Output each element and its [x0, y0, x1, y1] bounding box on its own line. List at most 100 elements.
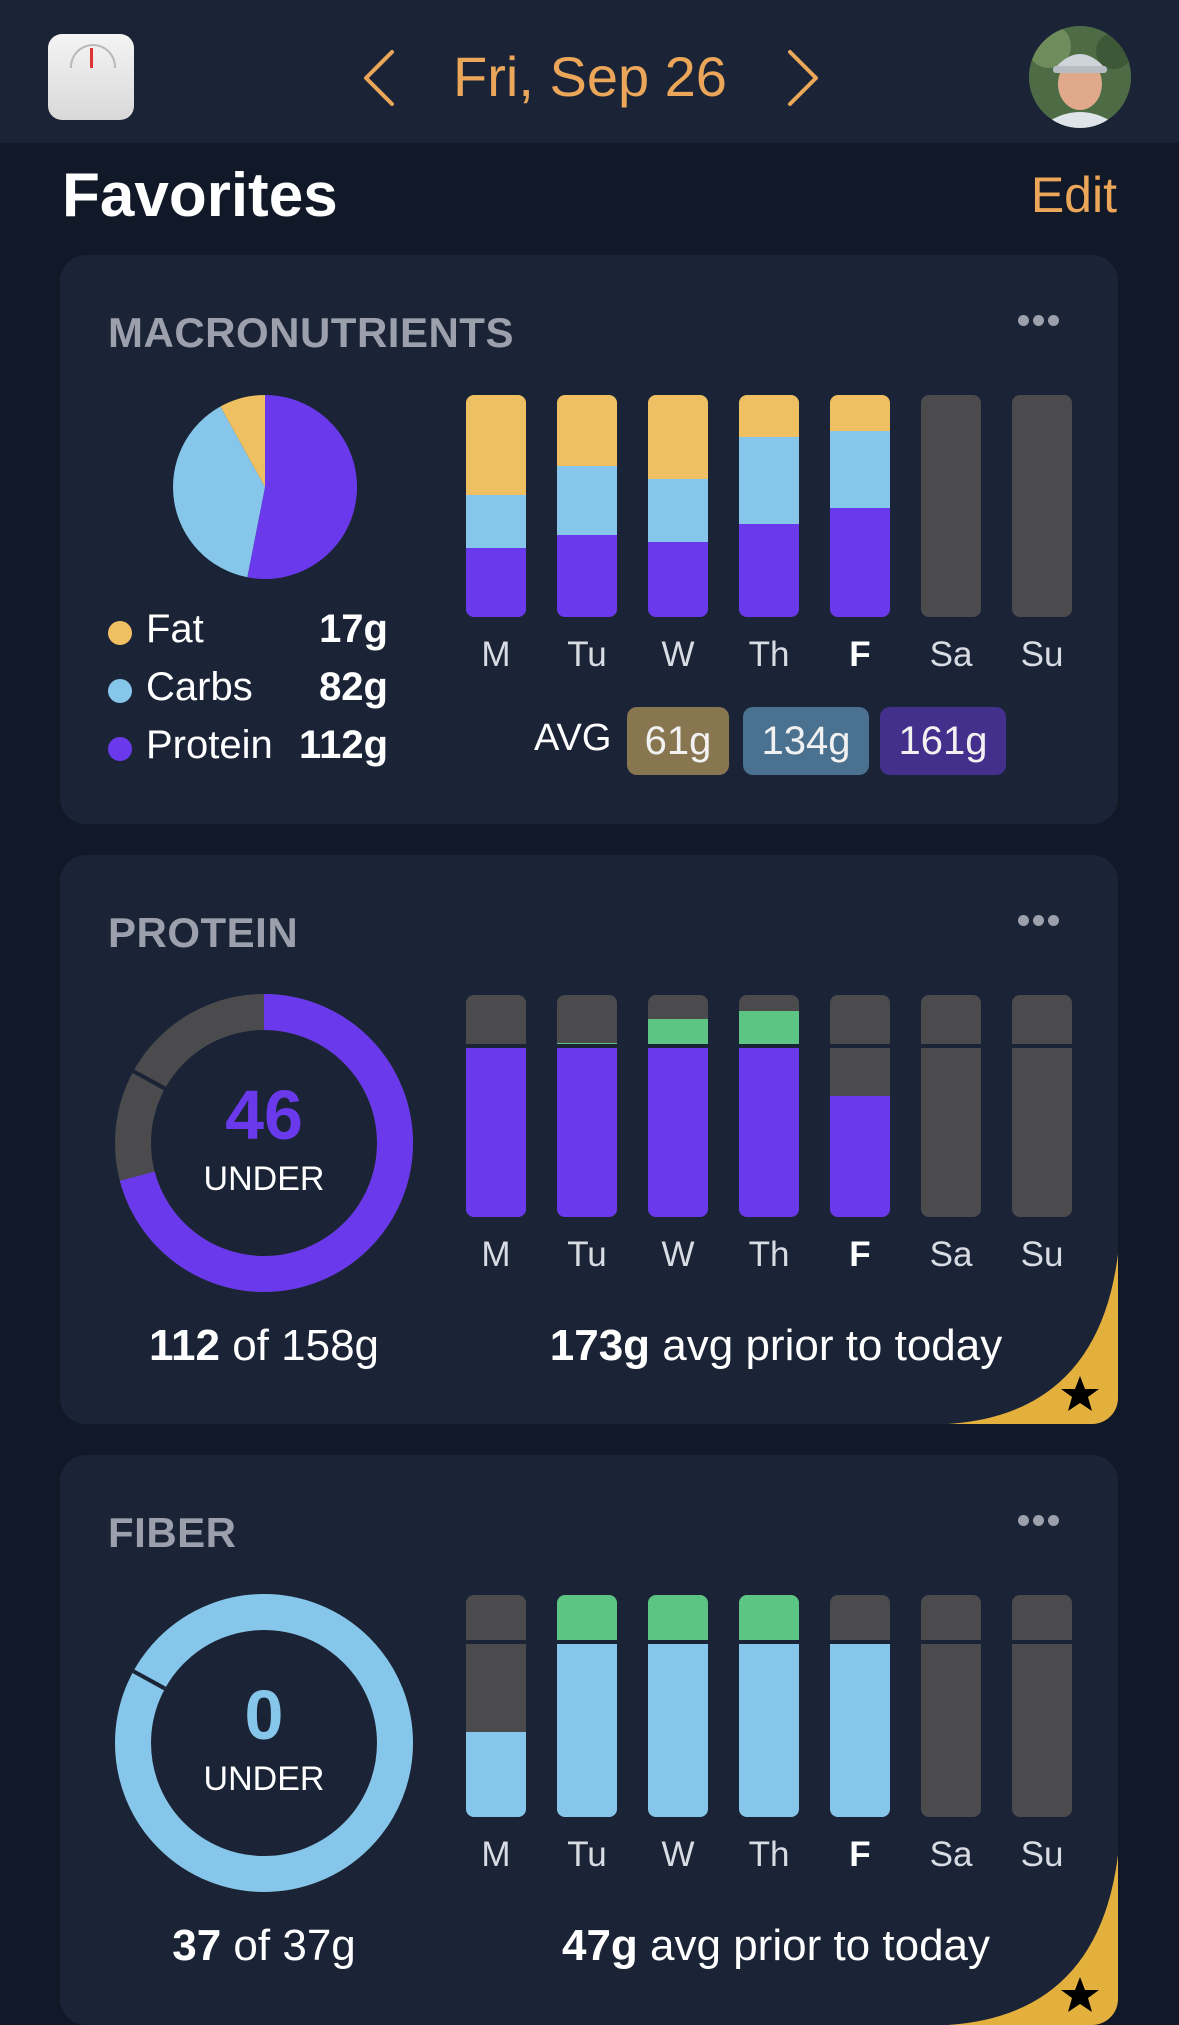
over-goal-segment: [648, 1595, 708, 1641]
bar-3[interactable]: [739, 995, 799, 1217]
bar-5[interactable]: [921, 995, 981, 1217]
bar-0[interactable]: [466, 1595, 526, 1817]
bar-2[interactable]: [648, 995, 708, 1217]
top-bar: Fri, Sep 26: [0, 0, 1179, 143]
day-label-sa: Sa: [929, 1235, 973, 1274]
day-label-tu: Tu: [567, 1235, 607, 1274]
fiber-card[interactable]: FIBER 0 UNDER M Tu W Th F Sa Su 37 of 37g 47g …: [60, 1455, 1118, 2025]
protein-segment: [830, 508, 890, 617]
avg-label: AVG: [534, 717, 612, 759]
favorite-star-badge[interactable]: [948, 1855, 1118, 2025]
value-segment: [557, 1642, 617, 1817]
day-label-th: Th: [748, 1835, 790, 1874]
value-segment: [648, 1045, 708, 1217]
bar-6[interactable]: [1012, 1595, 1072, 1817]
protein-weekly-bars: M Tu W Th F Sa Su: [466, 995, 1076, 1274]
value-segment: [830, 1642, 890, 1817]
remaining-value: 46: [225, 1076, 303, 1154]
legend-label: Fat: [146, 607, 204, 651]
bar-5[interactable]: [921, 1595, 981, 1817]
day-label-tu: Tu: [567, 635, 607, 674]
value-segment: [466, 1731, 526, 1817]
status-label: UNDER: [203, 1760, 325, 1798]
chevron-left-icon[interactable]: [358, 48, 398, 108]
day-label-su: Su: [1020, 1235, 1064, 1274]
goal-line: [466, 1043, 526, 1048]
remaining-value: 0: [244, 1676, 284, 1754]
bar-1[interactable]: [557, 1595, 617, 1817]
bar-1[interactable]: [557, 395, 617, 617]
bar-6[interactable]: [1012, 995, 1072, 1217]
ring-progress: [115, 994, 413, 1292]
card-title: PROTEIN: [108, 909, 299, 956]
protein-card[interactable]: PROTEIN 46 UNDER M Tu W Th F Sa Su 112 of 158g…: [60, 855, 1118, 1424]
legend-value: 17g: [319, 607, 388, 651]
day-label-sa: Sa: [929, 1835, 973, 1874]
over-goal-segment: [739, 1595, 799, 1641]
fat-segment: [466, 395, 526, 495]
day-label-sa: Sa: [929, 635, 973, 674]
goal-line: [466, 1640, 526, 1645]
goal-line: [648, 1640, 708, 1645]
day-label-su: Su: [1020, 635, 1064, 674]
consumed-value: 112: [148, 1321, 220, 1370]
day-label-m: M: [481, 1235, 511, 1274]
goal-line: [739, 1640, 799, 1645]
carbs-segment: [830, 430, 890, 509]
average-summary: 47g avg prior to today: [496, 1921, 1056, 1971]
more-options-icon[interactable]: [1018, 913, 1068, 933]
bar-4[interactable]: [830, 395, 890, 617]
day-label-f: F: [849, 1235, 871, 1274]
scale-app-icon[interactable]: [48, 34, 134, 120]
bar-6[interactable]: [1012, 395, 1072, 617]
macronutrients-card[interactable]: MACRONUTRIENTS Fat 17g Carbs 82g Protein…: [60, 255, 1118, 824]
average-summary: 173g avg prior to today: [496, 1321, 1056, 1371]
more-options-icon[interactable]: [1018, 313, 1068, 333]
bar-5[interactable]: [921, 395, 981, 617]
value-segment: [648, 1642, 708, 1817]
favorite-star-badge[interactable]: [948, 1254, 1118, 1424]
legend-label: Carbs: [146, 665, 253, 709]
goal-line: [921, 1640, 981, 1645]
star-icon: [1061, 1977, 1099, 2012]
day-label-w: W: [661, 635, 695, 674]
carbs-dot-icon: [108, 679, 132, 703]
fat-segment: [830, 395, 890, 431]
ring-progress: [115, 1594, 413, 1892]
day-label-w: W: [661, 1835, 695, 1874]
fiber-ring-chart: [115, 1594, 413, 1892]
user-avatar[interactable]: [1029, 26, 1131, 128]
consumed-summary: 112 of 158g: [64, 1321, 464, 1371]
edit-button[interactable]: Edit: [1030, 167, 1117, 223]
macro-weekly-bars: M Tu W Th F Sa Su: [466, 395, 1076, 674]
carbs-segment: [557, 466, 617, 535]
card-title: FIBER: [108, 1509, 237, 1556]
chevron-right-icon[interactable]: [784, 48, 824, 108]
day-label-th: Th: [748, 635, 790, 674]
goal-line: [1012, 1640, 1072, 1645]
protein-segment: [648, 541, 708, 617]
consumed-value: 37: [172, 1921, 222, 1970]
bar-2[interactable]: [648, 395, 708, 617]
legend-fat: Fat 17g: [108, 605, 388, 655]
protein-segment: [557, 534, 617, 617]
bar-4[interactable]: [830, 995, 890, 1217]
avg-value: 47g: [561, 1921, 638, 1970]
bar-1[interactable]: [557, 995, 617, 1217]
macro-pie-chart: [172, 395, 357, 579]
day-label-th: Th: [748, 1235, 790, 1274]
carbs-segment: [466, 494, 526, 549]
fat-dot-icon: [108, 621, 132, 645]
day-label-f: F: [849, 1835, 871, 1874]
bar-3[interactable]: [739, 395, 799, 617]
avg-fat-pill: 61g: [627, 707, 729, 775]
pie-slice-protein: [247, 395, 357, 579]
bar-0[interactable]: [466, 395, 526, 617]
value-segment: [557, 1045, 617, 1217]
bar-2[interactable]: [648, 1595, 708, 1817]
bar-0[interactable]: [466, 995, 526, 1217]
bar-3[interactable]: [739, 1595, 799, 1817]
more-options-icon[interactable]: [1018, 1513, 1068, 1533]
bar-4[interactable]: [830, 1595, 890, 1817]
date-title[interactable]: Fri, Sep 26: [453, 45, 727, 108]
